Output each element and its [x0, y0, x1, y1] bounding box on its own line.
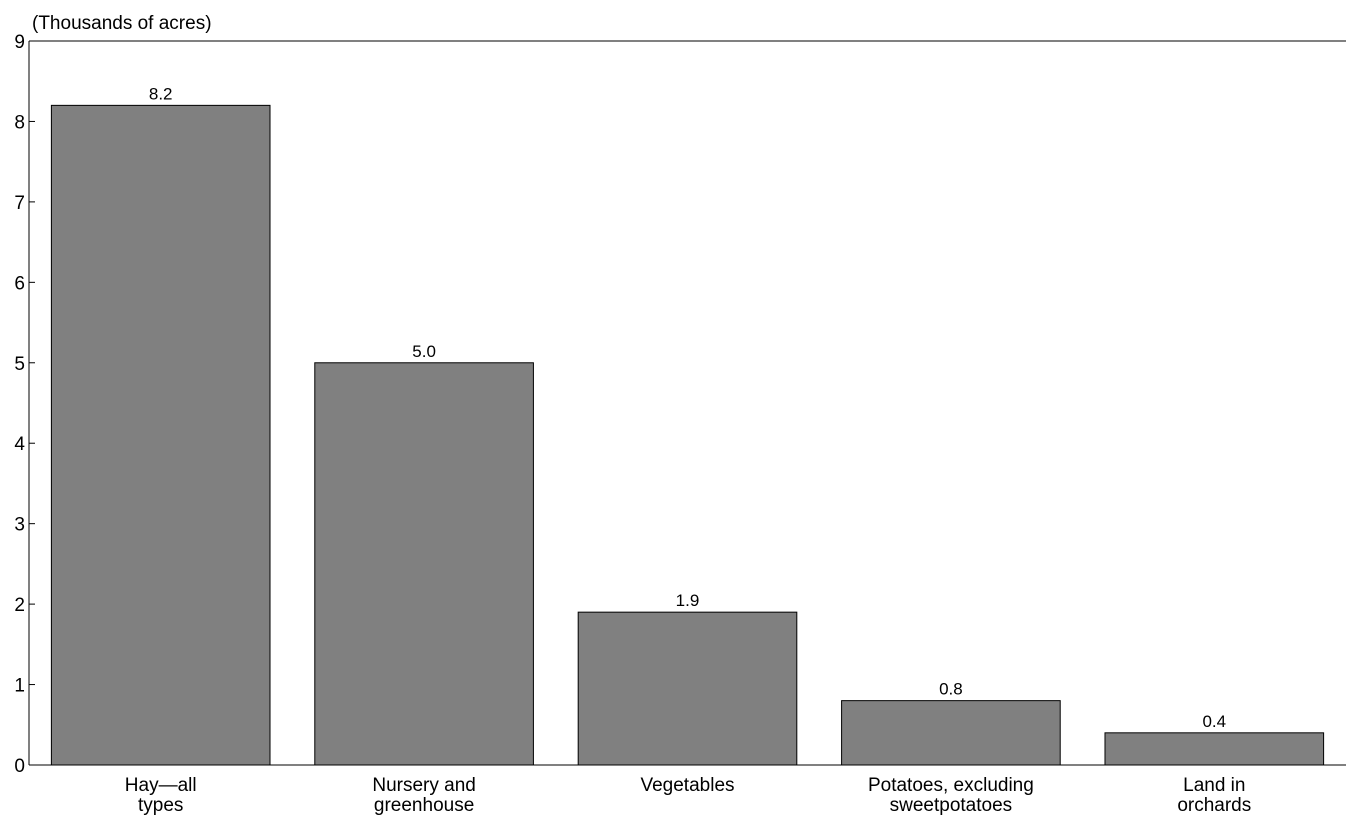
y-tick-label: 2 [14, 595, 25, 616]
y-tick-label: 5 [14, 354, 25, 375]
bar [1104, 732, 1325, 766]
y-tick-label: 8 [14, 112, 25, 133]
bars-group [50, 104, 1325, 766]
y-axis-ticks-group: 0 1 2 3 4 5 6 7 8 9 [14, 32, 35, 777]
bar [577, 611, 798, 766]
x-category-label: Nursery and greenhouse [372, 775, 476, 816]
bar-value-label: 5.0 [412, 342, 436, 361]
y-tick-label: 4 [14, 434, 25, 455]
value-labels-group: 8.2 5.0 1.9 0.8 0.4 [149, 84, 1226, 730]
y-tick-label: 0 [14, 756, 25, 777]
x-category-label-line: orchards [1177, 795, 1251, 816]
x-category-label-line: Land in [1183, 775, 1245, 796]
y-tick-label: 1 [14, 676, 25, 697]
x-category-label-line: Hay—all [125, 775, 197, 796]
x-category-label-line: Potatoes, excluding [868, 775, 1034, 796]
x-category-label-line: sweetpotatoes [890, 795, 1013, 816]
x-category-label-line: types [138, 795, 183, 816]
y-tick-label: 3 [14, 515, 25, 536]
bar [50, 104, 271, 766]
x-category-label: Land in orchards [1177, 775, 1251, 816]
x-category-label-line: greenhouse [374, 795, 474, 816]
y-tick-label: 6 [14, 273, 25, 294]
y-axis-unit-label: (Thousands of acres) [32, 13, 212, 34]
x-category-label: Potatoes, excluding sweetpotatoes [868, 775, 1034, 816]
x-category-label-line: Nursery and [372, 775, 476, 796]
bar-value-label: 8.2 [149, 84, 173, 103]
x-category-label: Vegetables [640, 775, 734, 796]
bar-value-label: 0.4 [1202, 712, 1226, 731]
y-tick-label: 7 [14, 193, 25, 214]
bar [841, 700, 1061, 766]
bar-value-label: 0.8 [939, 680, 963, 699]
y-tick-label: 9 [14, 32, 25, 53]
x-category-label-line: Vegetables [640, 775, 734, 796]
x-category-label: Hay—all types [125, 775, 197, 816]
bar [314, 362, 534, 766]
x-axis-labels-group: Hay—all types Nursery and greenhouse Vegetab… [125, 775, 1251, 816]
bar-value-label: 1.9 [676, 591, 700, 610]
